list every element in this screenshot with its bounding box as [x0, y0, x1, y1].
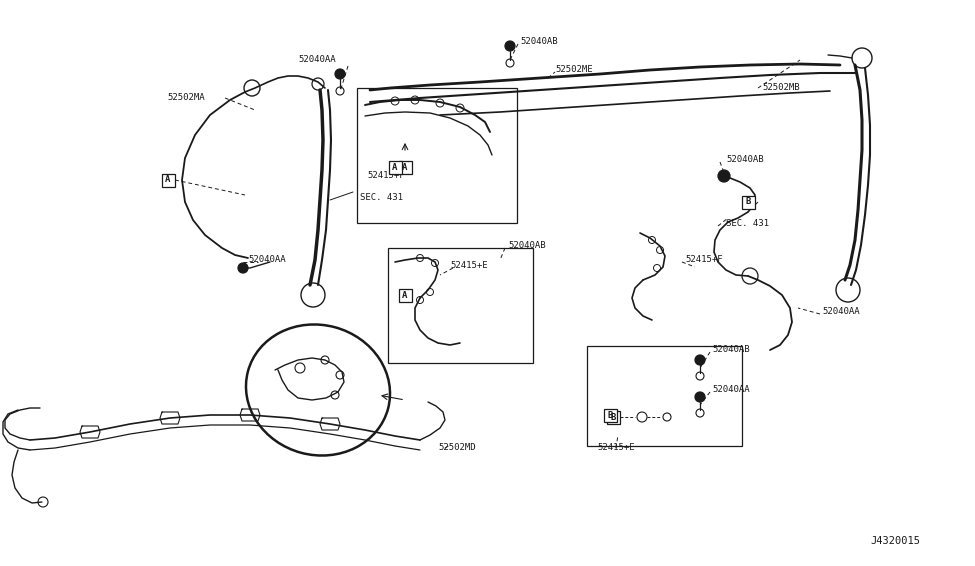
Bar	[587, 346, 742, 446]
Text: 52415+E: 52415+E	[450, 261, 488, 271]
Circle shape	[335, 69, 345, 79]
Text: SEC. 431: SEC. 431	[360, 194, 403, 203]
Text: A: A	[403, 290, 408, 299]
Circle shape	[238, 263, 248, 273]
Text: 52040AA: 52040AA	[298, 55, 335, 65]
Circle shape	[505, 41, 515, 51]
Circle shape	[718, 170, 730, 182]
Text: 52040AB: 52040AB	[508, 242, 546, 251]
Text: A: A	[166, 175, 171, 185]
Text: 52040AA: 52040AA	[248, 255, 286, 264]
Text: 52502MB: 52502MB	[762, 84, 800, 92]
Bar	[604, 409, 616, 422]
Text: B: B	[607, 410, 612, 419]
Bar	[388, 248, 533, 363]
Bar	[162, 174, 175, 187]
Text: 52502MA: 52502MA	[167, 92, 205, 101]
Text: 52040AA: 52040AA	[712, 385, 750, 395]
Text: 52040AB: 52040AB	[726, 156, 763, 165]
Bar	[399, 161, 411, 174]
Text: 52502MD: 52502MD	[438, 444, 476, 452]
Text: 52040AB: 52040AB	[520, 37, 558, 46]
Bar	[742, 195, 755, 208]
Text: J4320015: J4320015	[870, 536, 920, 546]
Text: 52040AB: 52040AB	[712, 345, 750, 354]
Bar	[399, 289, 411, 302]
Text: 52415+F: 52415+F	[685, 255, 722, 264]
Text: SEC. 431: SEC. 431	[726, 220, 769, 229]
Bar	[388, 161, 402, 174]
Text: A: A	[403, 162, 408, 171]
Text: 52415+E: 52415+E	[597, 444, 635, 452]
Text: 52415+F: 52415+F	[367, 170, 405, 179]
Bar	[357, 88, 517, 223]
Text: B: B	[745, 198, 751, 207]
Circle shape	[695, 392, 705, 402]
Text: 52040AA: 52040AA	[822, 307, 860, 316]
Text: B: B	[610, 413, 615, 422]
Text: A: A	[392, 162, 398, 171]
Circle shape	[695, 355, 705, 365]
Text: 52502ME: 52502ME	[555, 66, 593, 75]
Bar	[606, 410, 619, 423]
